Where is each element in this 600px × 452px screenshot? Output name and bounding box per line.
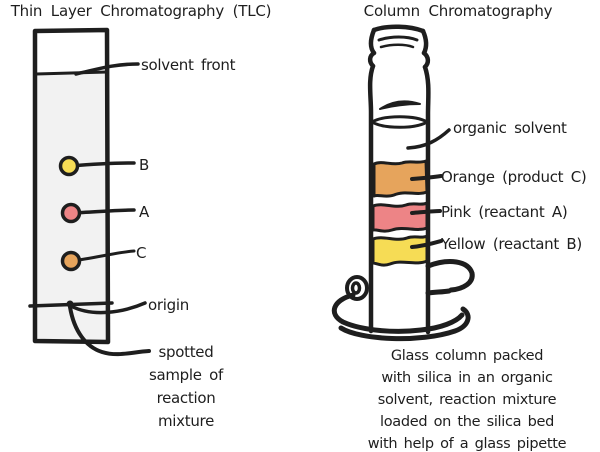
spotted-sample-note: spotted sample of reaction mixture [104, 341, 268, 433]
solvent-front-label: solvent front [141, 56, 236, 74]
leader-solvent-front [74, 62, 140, 76]
column-caption: Glass column packed with silica in an or… [334, 345, 600, 452]
band-yellow-label: Yellow (reactant B) [441, 235, 582, 253]
band-yellow [371, 234, 429, 267]
band-pink-label: Pink (reactant A) [441, 203, 568, 221]
column-caption-line: solvent, reaction mixture [377, 392, 557, 408]
column-caption-line: with help of a glass pipette [367, 436, 567, 452]
tick-pink-label [410, 209, 442, 215]
column-title: Column Chromatography [363, 2, 553, 20]
tlc-title: Thin Layer Chromatography (TLC) [10, 2, 272, 20]
column-body-left [367, 63, 376, 334]
solvent-level-ellipse [370, 115, 429, 129]
spot-b-label: B [139, 156, 149, 174]
column-caption-line: loaded on the silica bed [379, 414, 555, 430]
spot-b [58, 155, 80, 177]
column-apparatus [331, 24, 475, 342]
spot-a-label: A [139, 203, 149, 221]
spot-c-label: C [136, 244, 147, 262]
spotted-sample-note-line: spotted [158, 343, 214, 361]
tlc-plate [28, 27, 151, 357]
leader-spotted-sample [68, 305, 151, 357]
leader-organic-solvent [406, 128, 451, 150]
clamp-base-sweep-lower [338, 306, 471, 342]
leader-origin [69, 301, 147, 315]
band-pink [371, 201, 429, 233]
spotted-sample-note-line: sample of [148, 366, 224, 384]
column-neck-shine [379, 100, 421, 110]
clamp-knob-hole [350, 281, 362, 295]
column-body-right [422, 64, 431, 335]
spotted-sample-note-line: reaction [156, 389, 216, 407]
spot-a [60, 202, 82, 224]
tick-orange-label [410, 174, 443, 181]
column-rim-inner-line1 [377, 35, 419, 42]
column-rim-left [368, 27, 377, 56]
clamp-arm-tick [425, 288, 452, 296]
band-orange-label: Orange (product C) [441, 168, 587, 186]
column-caption-line: with silica in an organic [381, 370, 553, 386]
tick-yellow-label [410, 239, 443, 249]
column-rim-inner-line2 [379, 43, 415, 49]
organic-solvent-label: organic solvent [453, 119, 567, 137]
tlc-plate-outline [32, 27, 111, 345]
solvent-front-line [34, 70, 109, 76]
column-rim-right [420, 28, 429, 56]
clamp-arm-upper [425, 259, 475, 293]
column-rim-top [371, 24, 426, 34]
spotted-sample-note-line: mixture [157, 412, 214, 430]
spot-c [60, 250, 82, 272]
clamp-base-sweep-upper [331, 292, 465, 334]
column-caption-line: Glass column packed [390, 348, 544, 364]
origin-label: origin [148, 296, 189, 314]
